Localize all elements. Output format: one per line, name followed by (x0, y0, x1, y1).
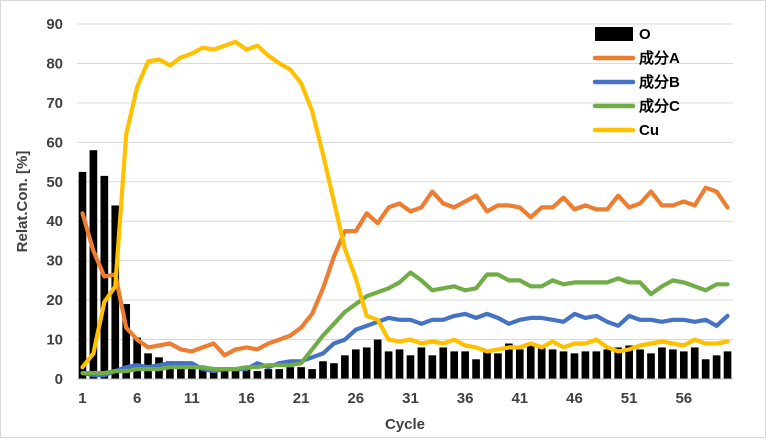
bar (592, 351, 601, 379)
y-axis-ticks: 0 10 20 30 40 50 60 70 80 90 (46, 16, 63, 388)
x-tick-label: 46 (566, 390, 583, 407)
line-series-成分A (80, 185, 730, 358)
x-tick-label: 41 (511, 390, 528, 407)
legend-label: 成分A (639, 49, 680, 67)
bar (351, 349, 360, 379)
bar (384, 351, 393, 379)
y-tick-label: 0 (55, 371, 63, 388)
line-series (80, 39, 730, 378)
x-tick-label: 56 (675, 390, 692, 407)
y-tick-label: 20 (46, 292, 63, 309)
bar (231, 369, 240, 379)
bar (220, 369, 229, 379)
bar (319, 361, 327, 379)
bar (341, 355, 349, 379)
bar (537, 347, 546, 379)
x-tick-label: 16 (238, 390, 255, 407)
bar (362, 347, 371, 379)
gridlines (77, 23, 733, 341)
bar (669, 349, 677, 379)
bar (570, 353, 579, 379)
bar (701, 359, 710, 379)
bar (297, 367, 305, 379)
bar (494, 353, 502, 379)
x-tick-label: 36 (457, 390, 474, 407)
legend-label: O (639, 26, 651, 43)
bar (690, 347, 699, 379)
bar (122, 304, 131, 379)
x-tick-label: 21 (293, 390, 310, 407)
legend-label: 成分C (639, 97, 680, 115)
legend-label: 成分B (639, 73, 680, 91)
bar (450, 351, 459, 379)
bar (526, 345, 535, 379)
y-tick-label: 90 (46, 16, 63, 33)
x-axis-title: Cycle (385, 416, 425, 433)
bar (712, 355, 721, 379)
bar (209, 369, 218, 379)
bar (515, 349, 524, 379)
bar (625, 345, 633, 379)
bar (483, 351, 491, 379)
bar (614, 347, 623, 379)
bar (308, 369, 316, 379)
bar (461, 351, 469, 379)
line-series-Cu (80, 39, 730, 370)
bar (78, 171, 87, 379)
bar (242, 369, 251, 379)
bar (253, 371, 262, 379)
line-series-成分B (80, 311, 730, 378)
bar (373, 339, 382, 379)
bar (395, 349, 404, 379)
line-series-成分C (80, 270, 730, 376)
bar (581, 351, 590, 379)
y-tick-label: 70 (46, 95, 63, 112)
y-tick-label: 30 (46, 253, 63, 270)
bar (187, 365, 196, 379)
bar (406, 355, 415, 379)
bar (647, 353, 655, 379)
bar (275, 369, 284, 379)
y-tick-label: 10 (46, 332, 63, 349)
bar (264, 369, 273, 379)
bar (286, 367, 295, 379)
x-tick-label: 1 (78, 390, 86, 407)
x-tick-label: 11 (184, 390, 200, 407)
x-tick-label: 26 (347, 390, 364, 407)
bar (636, 349, 644, 379)
bar (177, 361, 185, 379)
bar (505, 343, 513, 379)
bar (472, 359, 480, 379)
bar (166, 361, 174, 379)
bar (679, 351, 688, 379)
y-tick-label: 40 (46, 213, 63, 230)
bar (133, 337, 141, 379)
x-tick-label: 6 (133, 390, 141, 407)
bar (330, 363, 338, 379)
bar (111, 205, 120, 379)
legend-swatch-O (595, 27, 633, 41)
bar (723, 351, 732, 379)
legend-label: Cu (639, 122, 659, 139)
y-tick-label: 60 (46, 134, 63, 151)
y-tick-label: 80 (46, 55, 63, 72)
bar (559, 351, 568, 379)
bar (439, 347, 448, 379)
x-axis-ticks: 1 6 11 16 21 26 31 36 41 46 51 56 (78, 390, 692, 407)
bar (417, 347, 426, 379)
bar (89, 150, 98, 379)
bar (198, 367, 207, 379)
bar (548, 349, 557, 379)
bar (658, 347, 666, 379)
y-tick-label: 50 (46, 174, 63, 191)
x-tick-label: 51 (621, 390, 638, 407)
bar (603, 349, 612, 379)
x-tick-label: 31 (402, 390, 419, 407)
y-axis-title: Relat.Con. [%] (14, 151, 31, 253)
legend: O 成分A 成分B 成分C Cu (592, 26, 680, 139)
bar (428, 355, 437, 379)
